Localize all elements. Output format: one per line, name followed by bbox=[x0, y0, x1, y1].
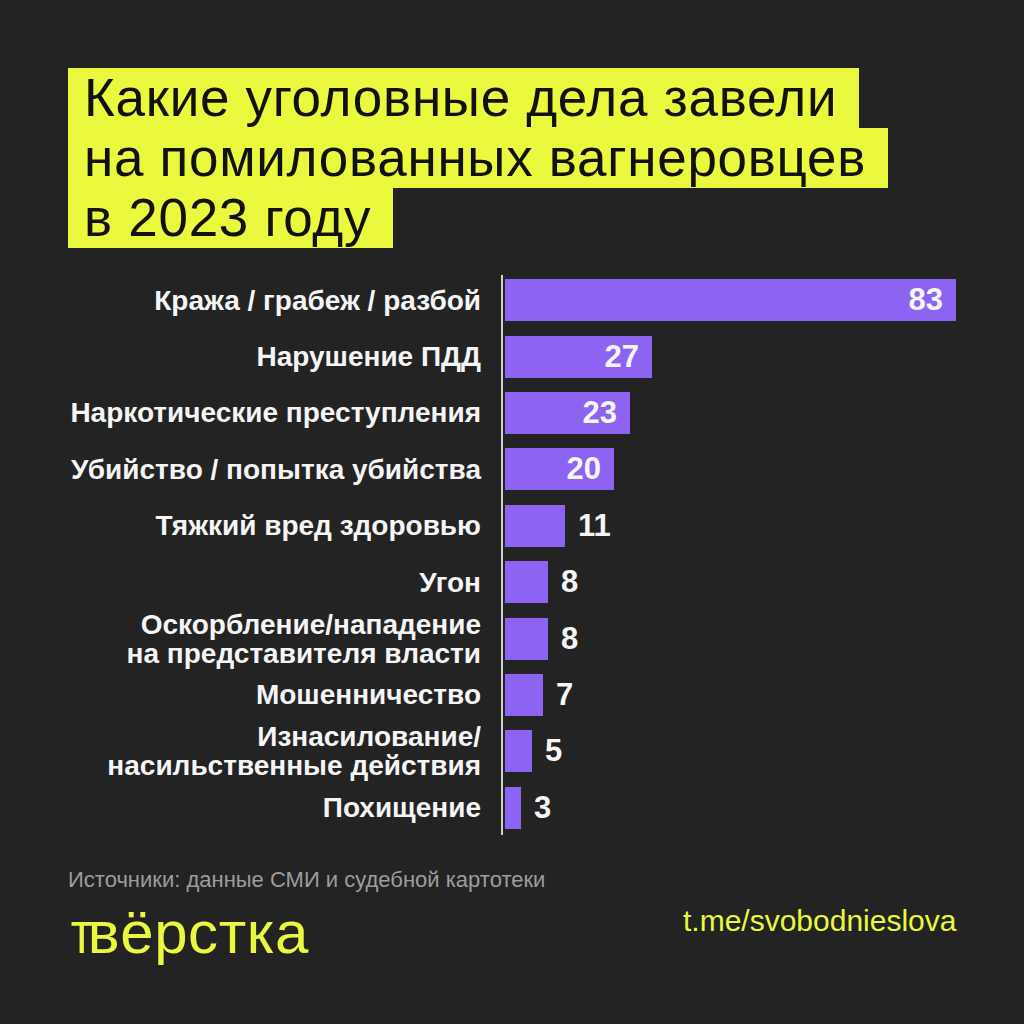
bar-label: Мошенничество bbox=[68, 680, 481, 709]
bar-row: Мошенничество 7 bbox=[68, 667, 956, 723]
logo-text: вёрстка bbox=[88, 899, 309, 966]
bar: 20 bbox=[505, 448, 614, 490]
bar-track: 11 bbox=[505, 505, 611, 547]
bar-track: 7 bbox=[505, 674, 573, 716]
bar-row: Оскорбление/нападениена представителя вл… bbox=[68, 610, 956, 666]
bar-value: 23 bbox=[583, 395, 630, 431]
bar-value: 7 bbox=[556, 677, 573, 713]
title-line-1: Какие уголовные дела завели bbox=[68, 68, 859, 128]
bar bbox=[505, 505, 565, 547]
chart-rows: Кража / грабеж / разбой83Нарушение ПДД27… bbox=[68, 272, 956, 836]
bar-value: 8 bbox=[561, 564, 578, 600]
bar bbox=[505, 787, 521, 829]
bar-row: Угон 8 bbox=[68, 554, 956, 610]
bar-track: 20 bbox=[505, 448, 614, 490]
bar-row: Нарушение ПДД 27 bbox=[68, 328, 956, 384]
bar-label: Угон bbox=[68, 568, 481, 597]
bar-track: 8 bbox=[505, 561, 578, 603]
bar-value: 8 bbox=[561, 621, 578, 657]
bar-row: Наркотические преступления 23 bbox=[68, 385, 956, 441]
bar-track: 83 bbox=[505, 279, 956, 321]
bar: 27 bbox=[505, 336, 652, 378]
bar-value: 5 bbox=[545, 733, 562, 769]
bar-track: 3 bbox=[505, 787, 551, 829]
telegram-link: t.me/svobodnieslova bbox=[683, 904, 957, 938]
bar-row: Тяжкий вред здоровью 11 bbox=[68, 498, 956, 554]
bar-label: Оскорбление/нападениена представителя вл… bbox=[68, 610, 481, 668]
bar-chart: Кража / грабеж / разбой83Нарушение ПДД27… bbox=[68, 272, 956, 836]
bar-row: Убийство / попытка убийства 20 bbox=[68, 441, 956, 497]
bar: 83 bbox=[505, 279, 956, 321]
chart-axis-line bbox=[501, 275, 503, 835]
bar: 23 bbox=[505, 392, 630, 434]
bar-row: Похищение 3 bbox=[68, 780, 956, 836]
bar bbox=[505, 561, 548, 603]
bar-value: 20 bbox=[567, 451, 614, 487]
bar bbox=[505, 618, 548, 660]
bar-label: Тяжкий вред здоровью bbox=[68, 511, 481, 540]
bar-value: 11 bbox=[578, 508, 611, 544]
title-line-2: на помилованных вагнеровцев bbox=[68, 128, 888, 188]
bar-row: Кража / грабеж / разбой 83 bbox=[68, 272, 956, 328]
bar bbox=[505, 730, 532, 772]
bar-value: 83 bbox=[909, 282, 956, 318]
bar-track: 5 bbox=[505, 730, 562, 772]
bar-label: Наркотические преступления bbox=[68, 398, 481, 427]
bar-track: 23 bbox=[505, 392, 630, 434]
title-line-3: в 2023 году bbox=[68, 188, 393, 248]
bar-label: Нарушение ПДД bbox=[68, 342, 481, 371]
bar-label: Кража / грабеж / разбой bbox=[68, 286, 481, 315]
bar-row: Изнасилование/насильственные действия 5 bbox=[68, 723, 956, 779]
bar-label: Убийство / попытка убийства bbox=[68, 455, 481, 484]
bar-track: 27 bbox=[505, 336, 652, 378]
bar-value: 27 bbox=[605, 339, 652, 375]
logo-letter-t: т bbox=[71, 898, 93, 967]
bar-label: Похищение bbox=[68, 793, 481, 822]
verstka-logo: твёрстка bbox=[68, 898, 309, 967]
bar bbox=[505, 674, 543, 716]
page-title: Какие уголовные дела завели на помилован… bbox=[68, 68, 888, 248]
bar-track: 8 bbox=[505, 618, 578, 660]
source-note: Источники: данные СМИ и судебной картоте… bbox=[68, 867, 545, 893]
bar-label: Изнасилование/насильственные действия bbox=[68, 722, 481, 780]
bar-value: 3 bbox=[534, 790, 551, 826]
